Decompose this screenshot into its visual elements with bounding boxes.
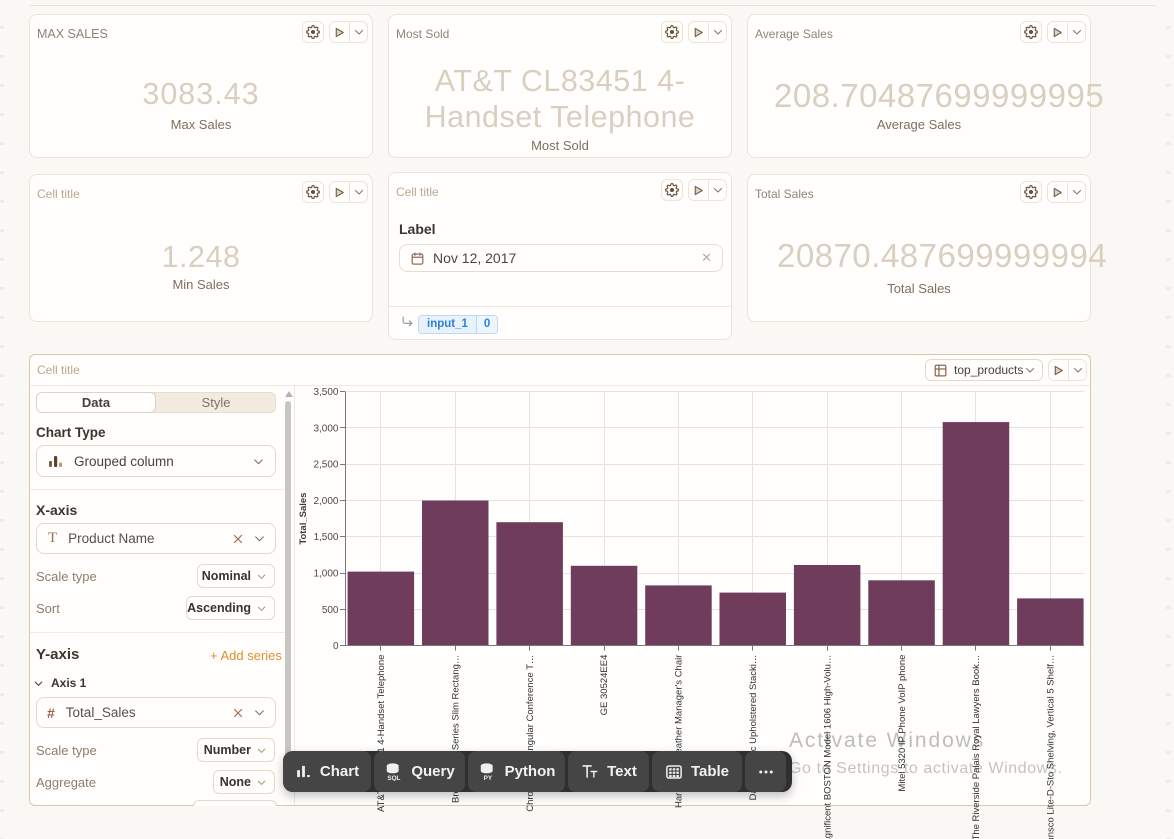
svg-text:PY: PY	[483, 775, 492, 781]
svg-text:SQL: SQL	[388, 775, 401, 781]
svg-text:3,000: 3,000	[313, 423, 338, 434]
svg-text:Tennsco Lite-D-Sto Shelving, V: Tennsco Lite-D-Sto Shelving, Vertical 5 …	[1046, 655, 1057, 839]
svg-text:2,500: 2,500	[313, 460, 338, 471]
svg-text:Magnificent BOSTON Model 1606: Magnificent BOSTON Model 1606 High-Volu…	[822, 655, 833, 839]
svg-text:AT&T CL83451 4-Handset Telepho: AT&T CL83451 4-Handset Telephone	[376, 655, 387, 812]
svg-text:The Riverside Palais Royal Law: The Riverside Palais Royal Lawyers Book…	[971, 655, 982, 839]
svg-text:500: 500	[322, 605, 339, 616]
svg-text:1,000: 1,000	[313, 569, 338, 580]
svg-text:3,500: 3,500	[313, 387, 338, 398]
svg-text:Dania Fabric Upholstered Stack: Dania Fabric Upholstered Stacki…	[748, 655, 759, 801]
svg-text:Harbour C. Leather Manager's C: Harbour C. Leather Manager's Chair	[674, 655, 685, 808]
svg-text:0: 0	[333, 641, 339, 652]
svg-text:GE 30524EE4: GE 30524EE4	[599, 655, 610, 716]
svg-text:Chroma Rectangular Conference: Chroma Rectangular Conference T…	[525, 655, 536, 812]
svg-text:2,000: 2,000	[313, 496, 338, 507]
svg-text:1,500: 1,500	[313, 532, 338, 543]
svg-text:Bretford CR Series Slim Rectan: Bretford CR Series Slim Rectang…	[451, 655, 462, 803]
svg-text:Mitel 5320 IP Phone VoIP phone: Mitel 5320 IP Phone VoIP phone	[897, 655, 908, 792]
svg-text:Total_Sales: Total_Sales	[298, 493, 309, 545]
